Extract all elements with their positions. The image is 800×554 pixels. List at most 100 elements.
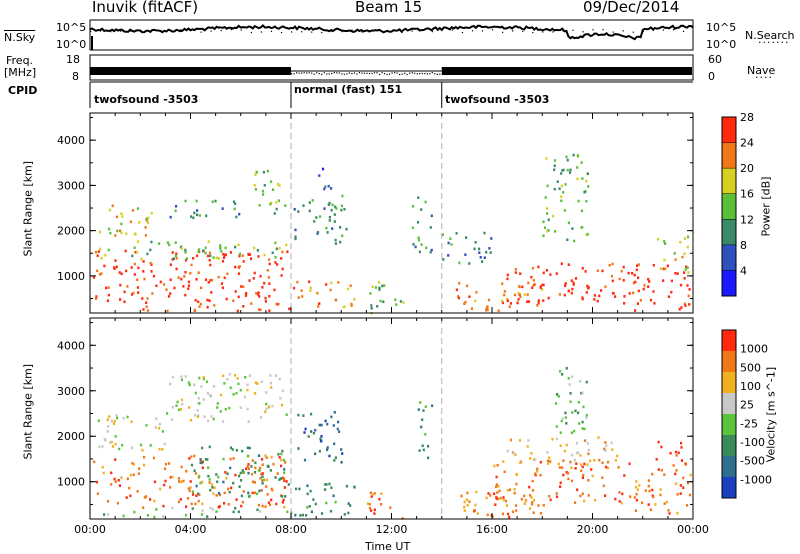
velocity-cell	[551, 437, 554, 441]
power-cell	[662, 267, 665, 271]
power-cell	[275, 302, 278, 306]
power-cell	[441, 233, 444, 236]
power-cell	[113, 267, 116, 270]
cpid-label: CPID	[8, 84, 38, 97]
power-cell	[580, 161, 583, 164]
power-cell	[371, 285, 374, 289]
power-cell	[263, 184, 266, 187]
power-cell	[567, 263, 570, 266]
nsearch-dot	[632, 31, 634, 33]
power-cell	[662, 279, 665, 282]
velocity-cell	[421, 418, 424, 421]
power-cell	[104, 254, 107, 257]
velocity-cell	[225, 476, 228, 480]
velocity-cell	[340, 461, 343, 464]
power-cell	[574, 277, 578, 280]
velocity-cell	[268, 405, 271, 409]
velocity-cell	[558, 466, 561, 469]
nave-dot	[436, 73, 438, 75]
velocity-cell	[502, 498, 505, 502]
power-cell	[350, 302, 353, 306]
velocity-cell	[201, 502, 204, 506]
power-cell	[238, 212, 241, 216]
power-cell	[573, 239, 576, 243]
nave-dot	[346, 73, 348, 75]
velocity-cell	[162, 515, 165, 518]
power-cell	[664, 242, 667, 245]
power-cell	[527, 300, 530, 303]
velocity-cell	[179, 408, 183, 411]
power-cell	[541, 288, 544, 291]
velocity-cell	[578, 422, 581, 425]
power-cell	[232, 299, 235, 302]
nsearch-dot	[512, 30, 514, 32]
power-cell	[585, 233, 588, 236]
power-cell	[114, 234, 117, 237]
power-cell	[207, 240, 210, 243]
nsky-label: N.Sky	[4, 31, 36, 44]
velocity-cell	[284, 461, 287, 464]
power-cell	[474, 299, 477, 303]
power-cell	[543, 226, 547, 230]
power-cell	[268, 295, 271, 298]
velocity-cell	[574, 409, 577, 413]
nave-dots: ····	[755, 71, 773, 84]
velocity-cell	[602, 484, 605, 488]
velocity-cell	[431, 404, 434, 408]
velocity-cell	[520, 497, 523, 501]
velocity-cell	[649, 508, 652, 511]
nsearch-dot	[110, 31, 112, 33]
power-cell	[100, 272, 103, 275]
velocity-cell	[534, 458, 537, 461]
power-cell	[674, 258, 677, 261]
power-cell	[581, 296, 584, 299]
nave-tick-top: 60	[708, 53, 722, 66]
velocity-cell	[260, 489, 263, 492]
nsearch-dot	[250, 31, 252, 34]
power-cell	[618, 277, 621, 281]
velocity-cell	[110, 471, 113, 475]
velocity-cell	[297, 413, 300, 417]
nsearch-dot	[180, 29, 182, 31]
power-cell	[190, 263, 193, 267]
velocity-cell	[190, 502, 193, 506]
velocity-cell	[235, 392, 238, 395]
velocity-cell	[654, 503, 657, 506]
nave-dot	[326, 73, 328, 75]
power-cell	[503, 293, 506, 297]
velocity-cell	[318, 449, 321, 453]
power-cell	[339, 240, 342, 244]
power-cell	[683, 237, 686, 240]
velocity-cell	[515, 473, 518, 476]
power-cell	[586, 232, 589, 236]
power-cell	[168, 243, 171, 247]
power-cell	[136, 251, 139, 254]
velocity-cell	[207, 474, 210, 478]
velocity-cell	[579, 454, 582, 457]
power-cell	[547, 296, 550, 300]
power-cell	[458, 281, 461, 285]
velocity-cell	[280, 464, 283, 468]
velocity-cell	[489, 494, 492, 497]
power-cell	[560, 195, 563, 198]
nsearch-dot	[190, 29, 192, 31]
velocity-cell	[495, 485, 498, 489]
velocity-cell	[142, 506, 145, 509]
cpid-segment-3: twofsound -3503	[445, 93, 550, 106]
velocity-cell	[515, 509, 518, 512]
power-cell	[253, 271, 256, 275]
velocity-cell	[577, 411, 580, 415]
power-cell	[514, 268, 517, 271]
velocity-cell	[203, 415, 206, 418]
velocity-cell	[493, 464, 496, 468]
power-cell	[136, 240, 140, 243]
power-cell	[261, 286, 264, 289]
nave-label: Nave	[747, 64, 776, 77]
power-cell	[220, 250, 223, 253]
velocity-cell	[368, 503, 371, 506]
velocity-cell	[587, 494, 590, 497]
power-cell	[219, 247, 222, 250]
power-cell	[585, 179, 588, 183]
velocity-cell	[280, 458, 283, 462]
velocity-cell	[663, 502, 666, 505]
